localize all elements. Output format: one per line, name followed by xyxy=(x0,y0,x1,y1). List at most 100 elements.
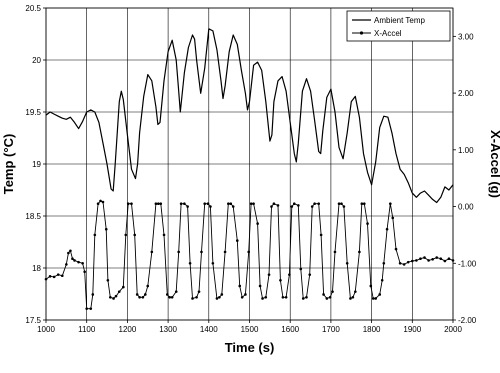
data-point-x-accel xyxy=(264,296,268,299)
data-point-x-accel xyxy=(374,297,377,300)
data-point-x-accel xyxy=(209,205,212,208)
data-point-x-accel xyxy=(67,251,70,255)
data-point-x-accel xyxy=(358,250,361,254)
data-point-x-accel xyxy=(313,202,316,206)
data-point-x-accel xyxy=(60,274,64,278)
y-axis-left-title: Temp (°C) xyxy=(1,134,16,195)
data-point-x-accel xyxy=(77,260,80,264)
data-point-x-accel xyxy=(44,277,48,281)
data-point-x-accel xyxy=(371,297,375,300)
data-point-x-accel xyxy=(69,249,72,253)
data-point-x-accel xyxy=(168,296,172,299)
data-point-x-accel xyxy=(337,202,341,206)
data-point-x-accel xyxy=(451,259,455,262)
data-point-x-accel xyxy=(394,247,398,251)
x-tick-label: 1500 xyxy=(241,325,259,334)
data-point-x-accel xyxy=(276,204,280,207)
data-point-x-accel xyxy=(351,296,355,299)
legend: Ambient Temp X-Accel xyxy=(346,10,451,42)
data-point-x-accel xyxy=(179,202,183,206)
data-point-x-accel xyxy=(340,202,343,206)
data-point-x-accel xyxy=(141,296,145,299)
data-point-x-accel xyxy=(150,250,154,254)
y-axis-right: -2.00 -1.00 0.00 1.00 2.00 3.00 xyxy=(453,32,477,325)
data-point-x-accel xyxy=(238,284,242,288)
legend-label-ambient-temp: Ambient Temp xyxy=(374,16,426,25)
data-point-x-accel xyxy=(301,297,305,300)
series-layer xyxy=(44,28,455,310)
data-point-x-accel xyxy=(89,307,93,310)
data-point-x-accel xyxy=(354,290,357,293)
y-right-tick-label: 0.00 xyxy=(458,203,474,212)
data-point-x-accel xyxy=(200,250,203,254)
data-point-x-accel xyxy=(52,275,56,279)
data-point-x-accel xyxy=(423,256,426,259)
data-point-x-accel xyxy=(83,270,86,274)
data-point-x-accel xyxy=(284,296,288,299)
y-left-tick-label: 18 xyxy=(32,264,41,273)
legend-label-x-accel: X-Accel xyxy=(374,29,402,38)
y-left-tick-label: 17.5 xyxy=(25,316,41,325)
data-point-x-accel xyxy=(342,205,346,208)
data-point-x-accel xyxy=(385,227,389,231)
data-point-x-accel xyxy=(112,297,115,300)
data-point-x-accel xyxy=(261,297,264,300)
data-point-x-accel xyxy=(73,259,76,262)
data-point-x-accel xyxy=(195,296,198,299)
data-point-x-accel xyxy=(331,290,334,293)
data-point-x-accel xyxy=(435,256,439,259)
x-tick-label: 1900 xyxy=(403,325,421,334)
data-point-x-accel xyxy=(308,273,312,276)
data-point-x-accel xyxy=(235,239,239,242)
data-point-x-accel xyxy=(345,261,349,265)
data-point-x-accel xyxy=(191,297,194,300)
data-point-x-accel xyxy=(177,250,180,254)
data-point-x-accel xyxy=(114,294,118,298)
data-point-x-accel xyxy=(48,275,52,278)
data-point-x-accel xyxy=(206,202,210,206)
data-point-x-accel xyxy=(319,233,323,237)
data-point-x-accel xyxy=(247,250,250,254)
data-point-x-accel xyxy=(231,205,235,208)
y-left-tick-label: 19.5 xyxy=(25,108,41,117)
data-point-x-accel xyxy=(130,202,133,206)
data-point-x-accel xyxy=(272,202,276,206)
data-point-x-accel xyxy=(310,205,314,208)
data-point-x-accel xyxy=(431,258,434,261)
data-point-x-accel xyxy=(415,259,418,262)
x-tick-label: 1200 xyxy=(119,325,137,334)
y-axis-left: 17.5 18 18.5 19 19.5 20 20.5 xyxy=(25,4,46,325)
data-point-x-accel xyxy=(159,202,163,206)
data-point-x-accel xyxy=(91,293,95,296)
data-point-x-accel xyxy=(56,273,60,276)
data-point-x-accel xyxy=(297,204,300,207)
data-point-x-accel xyxy=(211,261,215,265)
data-point-x-accel xyxy=(188,261,192,265)
data-point-x-accel xyxy=(133,233,137,237)
y-right-tick-label: 2.00 xyxy=(458,89,474,98)
data-point-x-accel xyxy=(427,259,430,262)
x-axis-title: Time (s) xyxy=(225,340,275,355)
data-point-x-accel xyxy=(229,202,233,206)
data-point-x-accel xyxy=(317,202,320,206)
data-point-x-accel xyxy=(106,278,110,282)
data-point-x-accel xyxy=(240,296,244,299)
data-point-x-accel xyxy=(71,257,74,261)
data-point-x-accel xyxy=(99,199,102,203)
y-left-tick-label: 19 xyxy=(32,160,41,169)
data-point-x-accel xyxy=(292,202,296,206)
data-point-x-accel xyxy=(411,259,414,263)
data-point-x-accel xyxy=(117,290,121,293)
data-point-x-accel xyxy=(126,202,130,206)
data-point-x-accel xyxy=(227,202,230,206)
data-point-x-accel xyxy=(252,202,255,206)
data-point-x-accel xyxy=(288,273,291,276)
x-tick-label: 1600 xyxy=(281,325,299,334)
data-point-x-accel xyxy=(65,263,68,266)
data-point-x-accel xyxy=(135,293,139,296)
y-axis-right-title: X-Accel (g) xyxy=(488,130,500,198)
data-point-x-accel xyxy=(96,202,100,206)
data-point-x-accel xyxy=(122,285,125,289)
y-left-tick-label: 18.5 xyxy=(25,212,41,221)
data-point-x-accel xyxy=(146,284,150,288)
